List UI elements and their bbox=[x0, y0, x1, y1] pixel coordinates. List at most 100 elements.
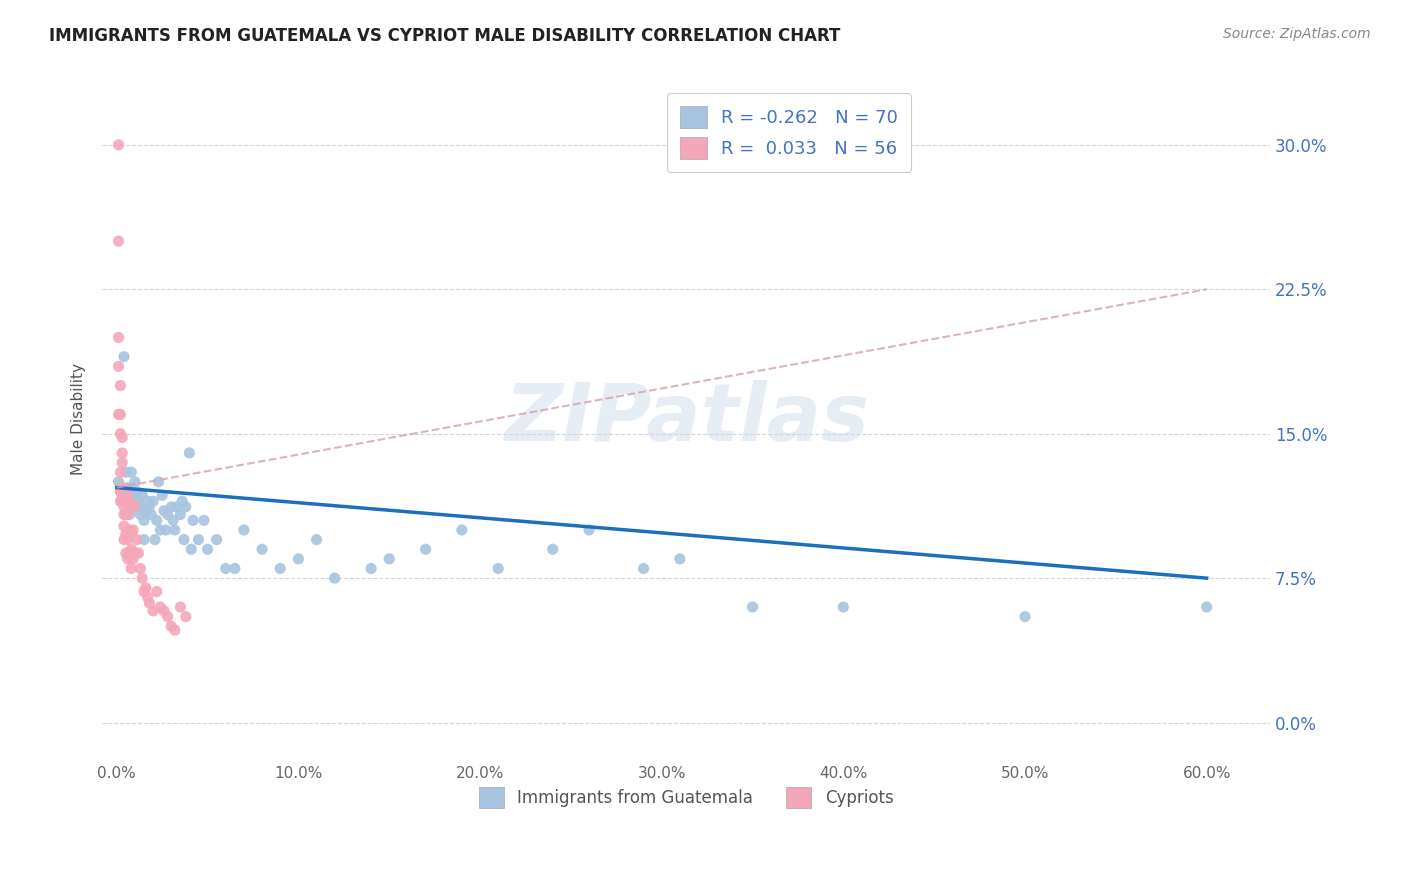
Point bbox=[180, 542, 202, 557]
Point bbox=[114, 546, 136, 560]
Point bbox=[541, 542, 564, 557]
Point bbox=[141, 508, 163, 522]
Point bbox=[173, 533, 195, 547]
Point bbox=[111, 481, 134, 495]
Text: Source: ZipAtlas.com: Source: ZipAtlas.com bbox=[1223, 27, 1371, 41]
Point bbox=[145, 584, 167, 599]
Point bbox=[107, 359, 129, 374]
Point bbox=[169, 508, 191, 522]
Point bbox=[118, 523, 141, 537]
Point bbox=[112, 350, 135, 364]
Point bbox=[143, 533, 166, 547]
Point bbox=[135, 504, 157, 518]
Point bbox=[132, 513, 155, 527]
Point bbox=[125, 484, 148, 499]
Point bbox=[132, 533, 155, 547]
Point bbox=[117, 508, 139, 522]
Point bbox=[169, 600, 191, 615]
Point bbox=[128, 494, 150, 508]
Point bbox=[110, 484, 132, 499]
Point bbox=[155, 523, 177, 537]
Point bbox=[1014, 609, 1036, 624]
Point bbox=[160, 619, 183, 633]
Point bbox=[135, 581, 157, 595]
Point bbox=[633, 561, 655, 575]
Point bbox=[156, 609, 179, 624]
Point bbox=[145, 513, 167, 527]
Point bbox=[107, 475, 129, 489]
Point bbox=[156, 508, 179, 522]
Text: ZIPatlas: ZIPatlas bbox=[503, 380, 869, 458]
Point bbox=[193, 513, 215, 527]
Point bbox=[112, 533, 135, 547]
Point bbox=[136, 591, 159, 605]
Legend: Immigrants from Guatemala, Cypriots: Immigrants from Guatemala, Cypriots bbox=[472, 780, 900, 814]
Point bbox=[669, 552, 692, 566]
Point bbox=[118, 546, 141, 560]
Point bbox=[114, 465, 136, 479]
Point bbox=[172, 494, 194, 508]
Point bbox=[124, 475, 146, 489]
Point bbox=[578, 523, 600, 537]
Point bbox=[111, 494, 134, 508]
Point bbox=[112, 500, 135, 514]
Point bbox=[215, 561, 238, 575]
Point bbox=[110, 378, 132, 392]
Point bbox=[117, 481, 139, 495]
Point bbox=[120, 500, 142, 514]
Y-axis label: Male Disability: Male Disability bbox=[72, 363, 86, 475]
Point bbox=[110, 465, 132, 479]
Point bbox=[107, 137, 129, 152]
Point bbox=[160, 500, 183, 514]
Point bbox=[415, 542, 437, 557]
Point bbox=[174, 609, 197, 624]
Point bbox=[451, 523, 474, 537]
Point bbox=[187, 533, 209, 547]
Point bbox=[360, 561, 382, 575]
Point bbox=[163, 623, 186, 637]
Point bbox=[128, 546, 150, 560]
Point bbox=[250, 542, 273, 557]
Point bbox=[110, 408, 132, 422]
Point bbox=[120, 542, 142, 557]
Point bbox=[832, 600, 855, 615]
Point bbox=[111, 446, 134, 460]
Point bbox=[163, 523, 186, 537]
Point bbox=[117, 533, 139, 547]
Point bbox=[124, 500, 146, 514]
Point bbox=[323, 571, 346, 585]
Text: IMMIGRANTS FROM GUATEMALA VS CYPRIOT MALE DISABILITY CORRELATION CHART: IMMIGRANTS FROM GUATEMALA VS CYPRIOT MAL… bbox=[49, 27, 841, 45]
Point bbox=[149, 523, 172, 537]
Point bbox=[138, 500, 160, 514]
Point bbox=[120, 561, 142, 575]
Point bbox=[166, 500, 188, 514]
Point bbox=[117, 488, 139, 502]
Point bbox=[107, 330, 129, 344]
Point bbox=[197, 542, 219, 557]
Point bbox=[179, 446, 201, 460]
Point bbox=[111, 488, 134, 502]
Point bbox=[124, 500, 146, 514]
Point bbox=[142, 494, 165, 508]
Point bbox=[107, 408, 129, 422]
Point bbox=[153, 504, 176, 518]
Point bbox=[114, 508, 136, 522]
Point bbox=[378, 552, 401, 566]
Point bbox=[122, 523, 145, 537]
Point bbox=[149, 600, 172, 615]
Point bbox=[112, 508, 135, 522]
Point bbox=[118, 508, 141, 522]
Point bbox=[129, 508, 152, 522]
Point bbox=[122, 552, 145, 566]
Point bbox=[132, 584, 155, 599]
Point bbox=[110, 484, 132, 499]
Point bbox=[118, 494, 141, 508]
Point bbox=[224, 561, 246, 575]
Point bbox=[117, 552, 139, 566]
Point bbox=[142, 604, 165, 618]
Point bbox=[205, 533, 228, 547]
Point bbox=[741, 600, 763, 615]
Point bbox=[287, 552, 309, 566]
Point bbox=[232, 523, 254, 537]
Point bbox=[1195, 600, 1218, 615]
